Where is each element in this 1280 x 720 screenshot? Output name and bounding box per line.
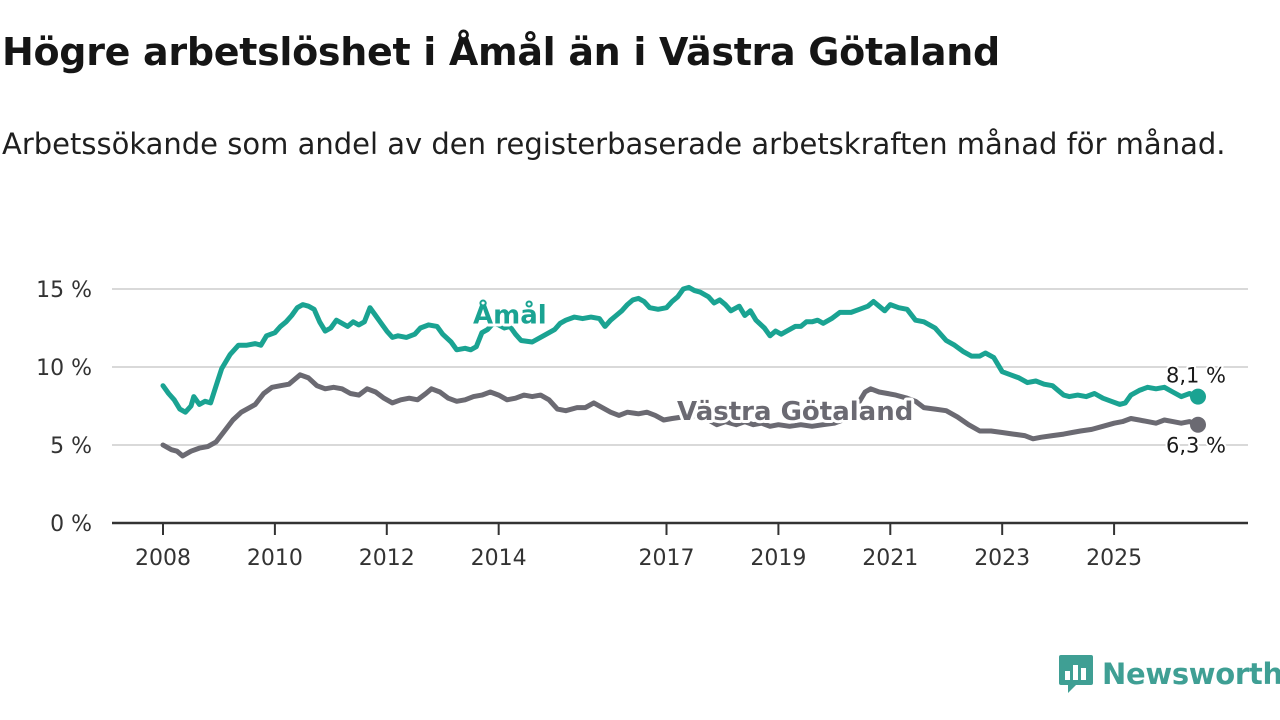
x-tick-label: 2019: [750, 546, 806, 571]
y-tick-label: 0 %: [50, 512, 92, 537]
series-label-amal: Åmål: [473, 298, 547, 330]
line-chart: 0 %5 %10 %15 % 2008 2010 2012 2014 2017 2019 2…: [36, 278, 1248, 571]
x-axis: 2008 2010 2012 2014 2017 2019 2021 2023 2025: [112, 521, 1248, 571]
x-tick-label: 2023: [974, 546, 1030, 571]
x-tick-label: 2014: [471, 546, 527, 571]
x-tick-label: 2021: [862, 546, 918, 571]
series-lines: [160, 284, 1206, 459]
brand-name: Newsworthy: [1102, 657, 1280, 691]
x-tick-label: 2025: [1086, 546, 1142, 571]
series-line-amal: [160, 284, 1201, 415]
chart-title: Högre arbetslöshet i Åmål än i Västra Gö…: [2, 30, 1000, 74]
y-tick-label: 15 %: [36, 278, 92, 303]
gridlines: [112, 288, 1248, 446]
x-tick-label: 2010: [247, 546, 303, 571]
series-line-vastra-gotaland: [160, 372, 1201, 459]
end-value-amal: 8,1 %: [1166, 364, 1226, 388]
series-end-point-amal: [1190, 388, 1206, 405]
x-tick-label: 2012: [359, 546, 415, 571]
newsworthy-logo: Newsworthy: [1058, 653, 1280, 695]
end-value-vastra-gotaland: 6,3 %: [1166, 434, 1226, 458]
y-axis-ticks: 0 % 5 % 10 % 15 %: [36, 278, 92, 537]
y-tick-label: 5 %: [50, 434, 92, 459]
series-label-vastra-gotaland: Västra Götaland: [677, 397, 913, 427]
series-end-point-vastra-gotaland: [1190, 416, 1206, 433]
x-tick-label: 2017: [639, 546, 695, 571]
x-tick-label: 2008: [135, 546, 191, 571]
y-tick-label: 10 %: [36, 356, 92, 381]
chart-subtitle: Arbetssökande som andel av den registerb…: [2, 127, 1226, 161]
newsworthy-icon: [1059, 655, 1093, 693]
series-labels: Åmål Västra Götaland 8,1 % 6,3 %: [470, 295, 1228, 459]
